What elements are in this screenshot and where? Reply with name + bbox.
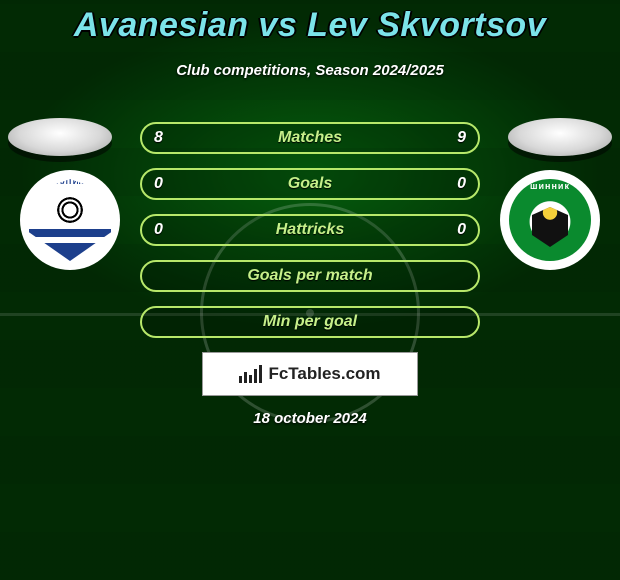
stat-label: Matches [278, 129, 342, 147]
stat-label: Min per goal [263, 313, 357, 331]
shinnik-crest-icon [509, 179, 591, 261]
stat-row-min-per-goal: Min per goal [140, 306, 480, 338]
stat-label: Hattricks [276, 221, 344, 239]
club-badge-right [500, 170, 600, 270]
stat-label: Goals per match [247, 267, 372, 285]
stat-label: Goals [288, 175, 332, 193]
stat-right-value: 0 [457, 175, 466, 193]
stat-left-value: 0 [154, 221, 163, 239]
player-pad-right [508, 118, 612, 156]
stat-left-value: 8 [154, 129, 163, 147]
watermark-text: FcTables.com [268, 364, 380, 384]
page-title: Avanesian vs Lev Skvortsov [0, 6, 620, 45]
player-pad-left [8, 118, 112, 156]
stats-column: 8 Matches 9 0 Goals 0 0 Hattricks 0 Goal… [140, 122, 480, 338]
stat-row-matches: 8 Matches 9 [140, 122, 480, 154]
page-subtitle: Club competitions, Season 2024/2025 [0, 62, 620, 79]
baltika-crest-icon [29, 179, 111, 261]
watermark-badge: FcTables.com [202, 352, 418, 396]
stat-row-goals-per-match: Goals per match [140, 260, 480, 292]
infographic-canvas: Avanesian vs Lev Skvortsov Club competit… [0, 0, 620, 580]
stat-row-hattricks: 0 Hattricks 0 [140, 214, 480, 246]
stat-right-value: 9 [457, 129, 466, 147]
stat-right-value: 0 [457, 221, 466, 239]
stat-left-value: 0 [154, 175, 163, 193]
stat-row-goals: 0 Goals 0 [140, 168, 480, 200]
infographic-date: 18 october 2024 [0, 410, 620, 427]
bar-chart-icon [239, 365, 262, 383]
club-badge-left [20, 170, 120, 270]
